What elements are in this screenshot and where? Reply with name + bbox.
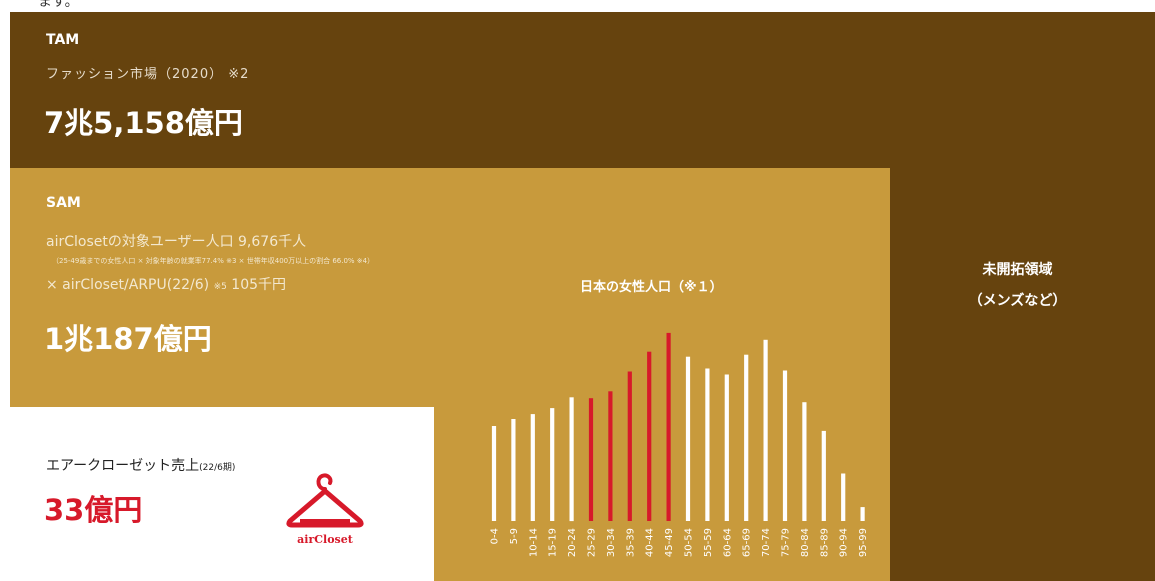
bar-35-39 [627, 371, 632, 521]
tick-label-25-29: 25-29 [587, 528, 598, 557]
sales-label-main: エアークローゼット売上 [46, 458, 200, 474]
bar-55-59 [705, 368, 710, 521]
sam-value: 1兆187億円 [44, 322, 212, 356]
sales-value: 33億円 [44, 493, 143, 527]
top-cut-text: ます。 [0, 0, 1155, 12]
tick-label-35-39: 35-39 [625, 528, 636, 557]
tick-label-15-19: 15-19 [548, 528, 559, 557]
tick-label-0-4: 0-4 [490, 528, 501, 544]
unexplored-line-2: （メンズなど） [968, 293, 1067, 309]
hanger-icon [286, 473, 364, 528]
sam-calculation-note: （25-49歳までの女性人口 × 対象年齢の就業率77.4% ※3 × 世帯年収… [52, 257, 375, 265]
sam-target-users: airClosetの対象ユーザー人口 9,676千人 [46, 234, 307, 250]
tick-label-70-74: 70-74 [761, 528, 772, 557]
bar-30-34 [608, 391, 613, 521]
tam-description: ファッション市場（2020） ※2 [46, 67, 250, 82]
bar-0-4 [491, 426, 497, 521]
tick-label-30-34: 30-34 [606, 528, 617, 557]
bar-50-54 [685, 356, 691, 521]
tam-label: TAM [46, 32, 80, 48]
aircloset-logo: airCloset [282, 469, 368, 553]
bar-85-89 [821, 430, 826, 521]
tick-label-20-24: 20-24 [567, 528, 578, 557]
bar-25-29 [588, 398, 594, 521]
tick-label-40-44: 40-44 [645, 528, 656, 557]
tick-label-80-84: 80-84 [800, 528, 811, 557]
bar-80-84 [802, 402, 807, 521]
sales-label-note: (22/6期) [199, 463, 236, 473]
bar-40-44 [647, 351, 652, 521]
tick-label-60-64: 60-64 [722, 528, 733, 557]
bar-15-19 [550, 408, 555, 521]
tick-label-55-59: 55-59 [703, 528, 714, 557]
tick-label-95-99: 95-99 [858, 528, 869, 557]
sam-arpu-line: × airCloset/ARPU(22/6) ※5 105千円 [46, 274, 286, 294]
tick-label-10-14: 10-14 [528, 528, 539, 557]
logo-text: airCloset [297, 533, 353, 546]
chart-title: 日本の女性人口（※１） [580, 280, 723, 295]
sam-arpu-main: × airCloset/ARPU(22/6) [46, 277, 210, 293]
bar-75-79 [782, 370, 788, 521]
bar-45-49 [666, 332, 671, 521]
tick-label-45-49: 45-49 [664, 528, 675, 557]
bar-70-74 [763, 339, 768, 521]
bar-60-64 [724, 374, 729, 521]
bar-20-24 [569, 397, 574, 522]
sam-label: SAM [46, 195, 81, 211]
cut-text: ます。 [38, 0, 79, 10]
tick-label-90-94: 90-94 [839, 528, 850, 557]
bar-95-99 [860, 507, 865, 521]
tick-label-85-89: 85-89 [819, 528, 830, 557]
sam-arpu-value: 105千円 [231, 277, 287, 293]
som-sales-block: エアークローゼット売上(22/6期) 33億円 airCloset [10, 407, 434, 581]
unexplored-area-label: 未開拓領域 （メンズなど） [890, 255, 1145, 317]
sales-label: エアークローゼット売上(22/6期) [46, 455, 235, 475]
tick-label-65-69: 65-69 [742, 528, 753, 557]
bar-65-69 [744, 354, 749, 521]
bar-90-94 [841, 473, 846, 521]
tick-label-50-54: 50-54 [684, 528, 695, 557]
tick-label-75-79: 75-79 [781, 528, 792, 557]
unexplored-line-1: 未開拓領域 [982, 262, 1053, 278]
tick-label-5-9: 5-9 [509, 528, 520, 544]
tam-value: 7兆5,158億円 [44, 106, 243, 140]
bar-5-9 [511, 419, 516, 521]
sam-arpu-note: ※5 [213, 282, 227, 292]
bar-10-14 [530, 414, 535, 521]
